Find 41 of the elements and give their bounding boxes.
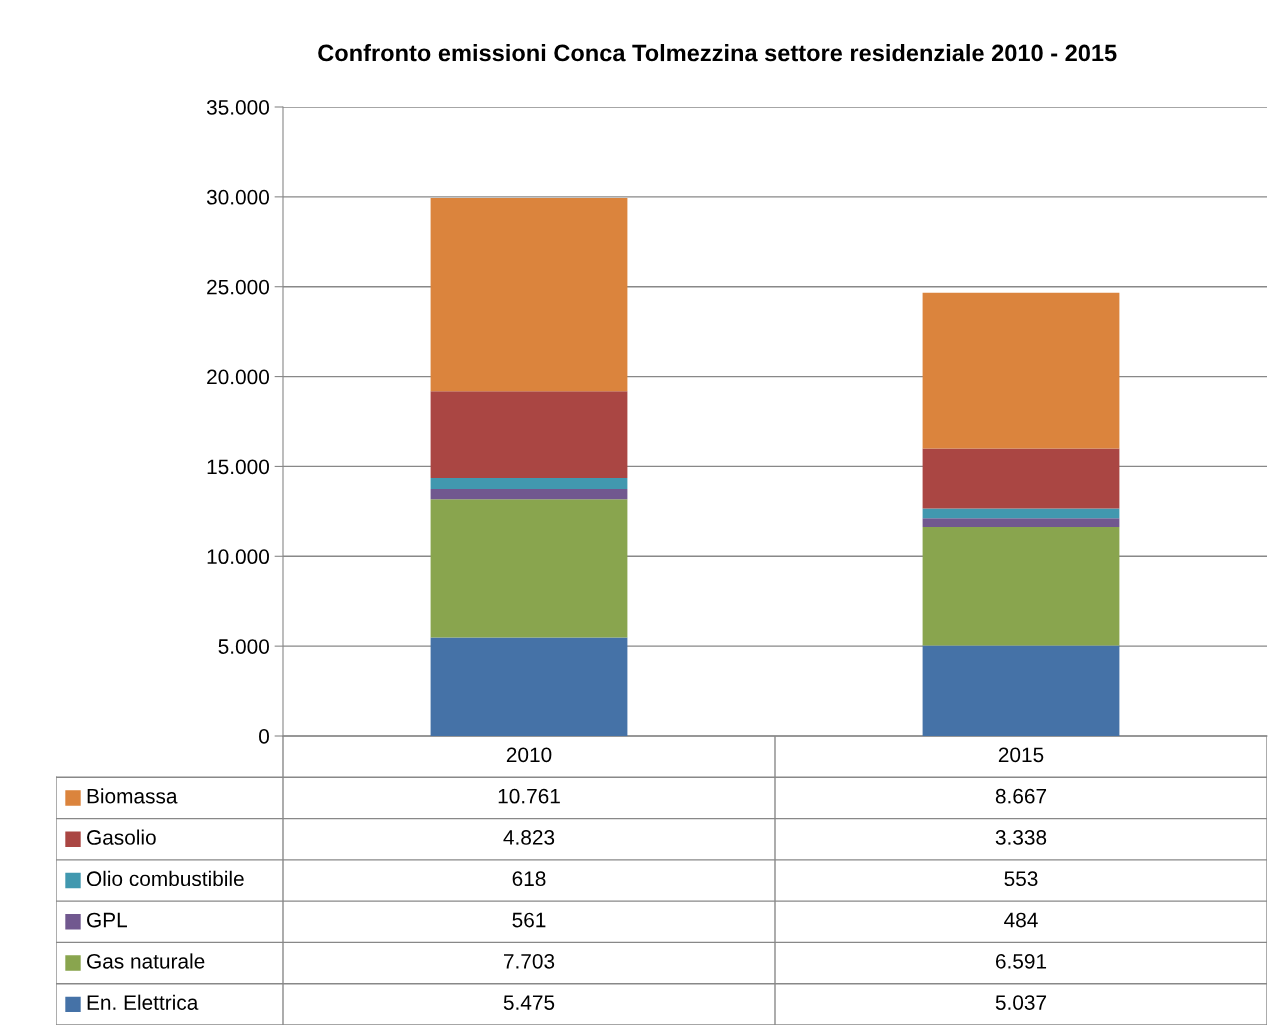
bar [430, 391, 628, 478]
y-tick-label: 0 [259, 729, 269, 744]
legend-label: Biomassa [87, 788, 178, 804]
y-tick-label: 30.000 [206, 189, 269, 205]
bar [922, 508, 1120, 519]
bar [922, 527, 1120, 646]
bar [430, 489, 628, 500]
data-label: 10.761 [498, 788, 560, 804]
chart-title: Confronto emissioni Conca Tolmezzina settore residenziale 2010 - 2015 [318, 44, 1117, 62]
data-label: 7.703 [504, 953, 555, 969]
x-tick-label: 2015 [998, 747, 1044, 763]
data-label: 5.037 [995, 995, 1047, 1010]
y-tick-label: 5.000 [218, 639, 269, 654]
legend-label: Olio combustibile [86, 870, 244, 887]
legend-label: En. Elettrica [87, 994, 199, 1010]
x-tick-label: 2010 [506, 747, 552, 763]
bar [430, 637, 628, 736]
data-label: 8.667 [995, 788, 1047, 804]
data-label: 553 [1004, 871, 1038, 887]
data-label: 561 [512, 912, 546, 928]
bar [922, 448, 1120, 509]
legend-label: Gas naturale [87, 953, 205, 969]
data-label: 6.591 [995, 953, 1047, 969]
data-label: 3.338 [995, 830, 1047, 845]
y-tick-label: 35.000 [206, 100, 269, 115]
bar [922, 518, 1120, 528]
bar [922, 645, 1120, 736]
data-label: 618 [512, 871, 546, 887]
bar [430, 499, 628, 638]
legend-label: GPL [87, 912, 127, 928]
y-tick-label: 15.000 [207, 459, 269, 475]
bar [922, 292, 1120, 449]
data-label: 4.823 [503, 830, 555, 845]
legend-label: Gasolio [87, 829, 156, 845]
y-tick-label: 25.000 [207, 279, 269, 295]
y-tick-label: 10.000 [207, 549, 269, 565]
data-label: 5.475 [503, 995, 555, 1010]
y-tick-label: 20.000 [207, 369, 269, 385]
bar [430, 197, 628, 392]
bar [430, 477, 628, 490]
data-label: 484 [1004, 912, 1038, 928]
